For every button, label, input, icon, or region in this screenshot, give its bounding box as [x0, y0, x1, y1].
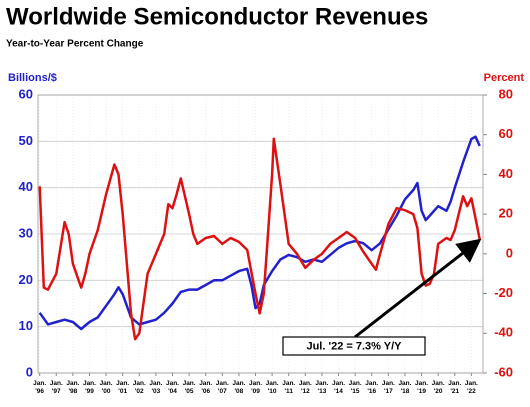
plot-frame: [37, 94, 484, 374]
x-tick-label: Jan. '07: [216, 380, 229, 395]
y2-tick-label: 80: [499, 86, 513, 101]
x-tick-label: Jan. '22: [465, 380, 478, 395]
y2-axis-label: Percent: [484, 72, 525, 84]
x-tick-label: Jan. '21: [448, 380, 461, 395]
x-tick-label: Jan. '19: [415, 380, 428, 395]
y2-tick-label: 20: [499, 206, 513, 221]
x-tick-label: Jan. '20: [432, 380, 445, 395]
x-tick-label: Jan. '97: [50, 380, 63, 395]
annotation: Jul. '22 = 7.3% Y/Y: [306, 340, 402, 352]
x-tick-label: Jan. '00: [100, 380, 113, 395]
x-tick-label: Jan. '12: [299, 380, 312, 395]
x-tick-label: Jan. '14: [332, 380, 345, 395]
chart-subtitle: Year-to-Year Percent Change: [6, 39, 144, 50]
y-tick-label: 0: [26, 364, 33, 379]
y2-tick-label: -60: [494, 364, 513, 379]
x-tick-label: Jan. '03: [149, 380, 162, 395]
x-tick-label: Jan. '96: [33, 380, 46, 395]
y-tick-label: 30: [19, 225, 33, 240]
y2-tick-label: 60: [499, 126, 513, 141]
y-tick-label: 10: [19, 318, 33, 333]
chart-title: Worldwide Semiconductor Revenues: [6, 3, 428, 30]
y2-tick-label: -40: [494, 325, 513, 340]
x-tick-label: Jan. '11: [282, 380, 295, 395]
y-tick-label: 50: [19, 133, 33, 148]
y2-tick-label: -20: [494, 285, 513, 300]
x-tick-label: Jan. '09: [249, 380, 262, 395]
y2-tick-label: 40: [499, 166, 513, 181]
x-tick-label: Jan. '16: [365, 380, 378, 395]
annotation-arrow: [354, 238, 482, 339]
x-tick-label: Jan. '99: [83, 380, 96, 395]
annotation-box: [282, 336, 426, 356]
x-tick-label: Jan. '98: [66, 380, 79, 395]
x-tick-label: Jan. '06: [199, 380, 212, 395]
x-tick-label: Jan. '02: [133, 380, 146, 395]
x-tick-label: Jan. '18: [398, 380, 411, 395]
x-tick-label: Jan. '13: [315, 380, 328, 395]
x-tick-label: Jan. '01: [116, 380, 129, 395]
y-tick-label: 40: [19, 179, 33, 194]
x-tick-label: Jan. '10: [266, 380, 279, 395]
y2-tick-label: 0: [506, 245, 513, 260]
x-tick-label: Jan. '15: [349, 380, 362, 395]
x-tick-label: Jan. '05: [183, 380, 196, 395]
y-axis-label: Billions/$: [8, 72, 57, 84]
y-tick-label: 60: [19, 86, 33, 101]
series-line: [38, 137, 481, 341]
x-tick-label: Jan. '04: [166, 380, 179, 395]
x-tick-label: Jan. '08: [232, 380, 245, 395]
series-line: [38, 135, 481, 331]
y-tick-label: 20: [19, 272, 33, 287]
x-tick-label: Jan. '17: [382, 380, 395, 395]
